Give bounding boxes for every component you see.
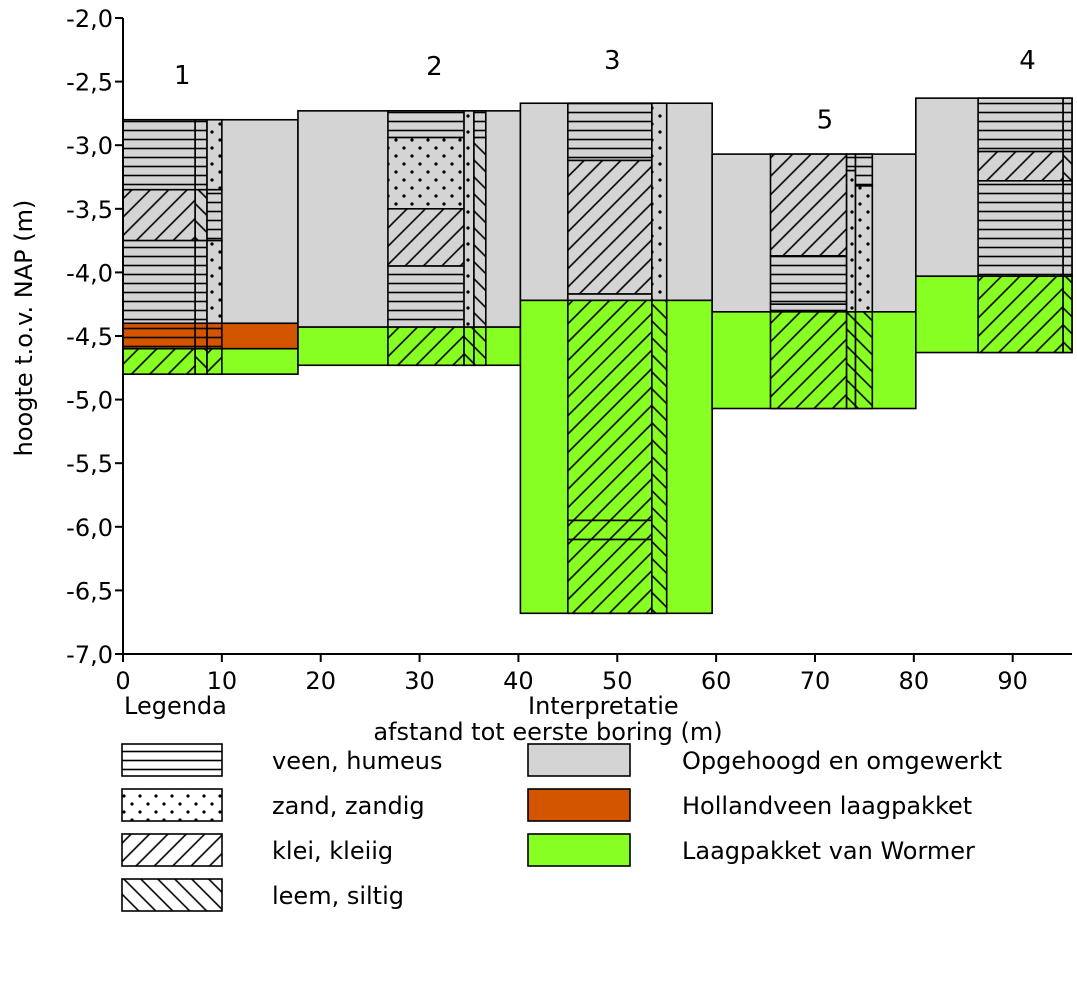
legend-label-leem: leem, siltig	[272, 882, 404, 910]
boring-1-col1-layer1-leem	[194, 188, 208, 242]
boring-5-col2-layer0-veen	[854, 153, 874, 187]
legend-swatch-opgehoogd	[527, 743, 631, 777]
legend-label-klei: klei, kleiig	[272, 837, 393, 865]
boring-2-col0-layer4-klei	[387, 326, 465, 367]
x-tick-label-1: 10	[207, 667, 238, 695]
boring-3-col0-layer5-klei	[567, 538, 653, 615]
y-tick-label-10: -7,0	[66, 641, 113, 669]
y-tick-label-5: -4,5	[66, 323, 113, 351]
boring-1-col0-layer2-veen	[122, 239, 196, 325]
boring-2-col0-layer0-veen	[387, 110, 465, 139]
boring-5-col0-layer3-klei	[769, 311, 848, 410]
boring-1-col0-layer3-veen	[122, 322, 196, 350]
boring-label-5: 5	[817, 106, 834, 136]
axes: -2,0 -2,5 -3,0 -3,5 -4,0 -4,5 -5,0 -5,5 -6,0 -6,5…	[66, 5, 1072, 695]
boring-5-col0-layer2-veen	[769, 303, 848, 313]
legend: Legenda Interpretatie veen, humeus zand, …	[121, 692, 1002, 912]
legend-label-wormer: Laagpakket van Wormer	[682, 837, 975, 865]
boring-label-3: 3	[604, 46, 621, 76]
boring-1-col2-layer4-klei	[206, 347, 223, 375]
boring-1-col0-layer0-veen	[122, 118, 196, 191]
y-tick-label-3: -3,5	[66, 196, 113, 224]
boring-5-col2-layer2-leem	[854, 311, 874, 410]
boring-4-col1-layer1-leem	[1062, 150, 1073, 182]
boring-1-col2-layer2-zand	[206, 239, 223, 325]
y-tick-label-1: -2,5	[66, 69, 113, 97]
y-tick-label-7: -5,5	[66, 450, 113, 478]
boring-1-col2-layer0-zand	[206, 118, 223, 191]
boring-5-col1-layer2-leem	[845, 311, 857, 410]
boring-2-col0-layer2-klei	[387, 208, 465, 267]
boring-1-col0-layer1-klei	[122, 188, 196, 242]
legend-label-zand: zand, zandig	[272, 792, 425, 820]
legend-swatch-veen	[121, 743, 223, 777]
y-tick-label-8: -6,0	[66, 514, 113, 542]
boring-2-col1-layer0-zand	[463, 110, 475, 328]
boring-1-col1-layer3-veen	[194, 322, 208, 350]
legend-label-opgehoogd: Opgehoogd en omgewerkt	[682, 747, 1002, 775]
boring-4-col0-layer1-klei	[977, 150, 1064, 182]
boring-2-col0-layer3-veen	[387, 265, 465, 328]
boring-5-col2-layer1-zand	[854, 185, 874, 313]
legend-swatch-klei	[121, 833, 223, 867]
borings-layer: 1 2 3 5 4	[122, 46, 1073, 615]
boring-2-col1-layer1-leem	[463, 326, 475, 367]
legend-swatch-hollandveen	[527, 788, 631, 822]
boring-2-col0-layer1-zand	[387, 136, 465, 210]
boring-1-col2-layer1-veen	[206, 188, 223, 242]
legend-interp-title: Interpretatie	[528, 692, 679, 720]
boring-3-col0-layer1-klei	[567, 159, 653, 295]
boring-5-col0-layer1-veen	[769, 255, 848, 305]
boring-3-col0-layer3-klei	[567, 299, 653, 522]
boring-4-col0-layer2-veen	[977, 180, 1064, 278]
x-tick-label-7: 70	[800, 667, 831, 695]
boring-4-col1-layer0-veen	[1062, 97, 1073, 153]
boring-label-1: 1	[174, 61, 191, 91]
boring-5-col1-layer1-zand	[845, 169, 857, 313]
boring-4-col1-layer3-leem	[1062, 275, 1073, 354]
boring-1-col0-layer4-klei	[122, 347, 196, 375]
boring-1-col2-layer3-veen	[206, 322, 223, 350]
boring-1-col1-layer0-veen	[194, 118, 208, 191]
legend-label-hollandveen: Hollandveen laagpakket	[682, 792, 972, 820]
boring-3-col0-layer2-veen	[567, 293, 653, 302]
boring-3-col1-layer1-leem	[651, 299, 668, 615]
boring-3-col0-layer0-veen	[567, 102, 653, 162]
boring-4-col0-layer0-veen	[977, 97, 1064, 153]
boring-2-col2-layer2-leem	[473, 326, 487, 367]
legend-swatch-leem	[121, 878, 223, 912]
boring-1-col1-layer4-leem	[194, 347, 208, 375]
legend-litho-title: Legenda	[124, 692, 227, 720]
x-tick-label-2: 20	[305, 667, 336, 695]
boring-1-col1-layer2-veen	[194, 239, 208, 325]
x-tick-label-6: 60	[701, 667, 732, 695]
boring-2-col2-layer0-veen	[473, 110, 487, 139]
x-tick-label-5: 50	[602, 667, 633, 695]
boring-3-col0-layer4-klei	[567, 519, 653, 541]
boring-4-col0-layer3-klei	[977, 275, 1064, 354]
y-tick-label-4: -4,0	[66, 259, 113, 287]
x-tick-label-8: 80	[899, 667, 930, 695]
y-axis-label: hoogte t.o.v. NAP (m)	[10, 200, 38, 457]
boring-5-col0-layer0-klei	[769, 153, 848, 257]
boring-label-4: 4	[1019, 46, 1036, 76]
boring-4-col1-layer2-veen	[1062, 180, 1073, 278]
x-tick-label-3: 30	[404, 667, 435, 695]
y-tick-label-6: -5,0	[66, 387, 113, 415]
boring-3-col1-layer0-zand	[651, 102, 668, 302]
legend-swatch-zand	[121, 788, 223, 822]
boring-2-col2-layer1-leem	[473, 136, 487, 328]
legend-swatch-wormer	[527, 833, 631, 867]
boring-5-col1-layer0-veen	[845, 153, 857, 172]
x-tick-label-0: 0	[115, 667, 130, 695]
y-tick-label-9: -6,5	[66, 577, 113, 605]
legend-label-veen: veen, humeus	[272, 747, 442, 775]
x-axis-label: afstand tot eerste boring (m)	[373, 718, 722, 746]
y-tick-label-2: -3,0	[66, 132, 113, 160]
boring-label-2: 2	[426, 52, 443, 82]
x-tick-label-4: 40	[503, 667, 534, 695]
x-tick-label-9: 90	[997, 667, 1028, 695]
y-tick-label-0: -2,0	[66, 5, 113, 33]
